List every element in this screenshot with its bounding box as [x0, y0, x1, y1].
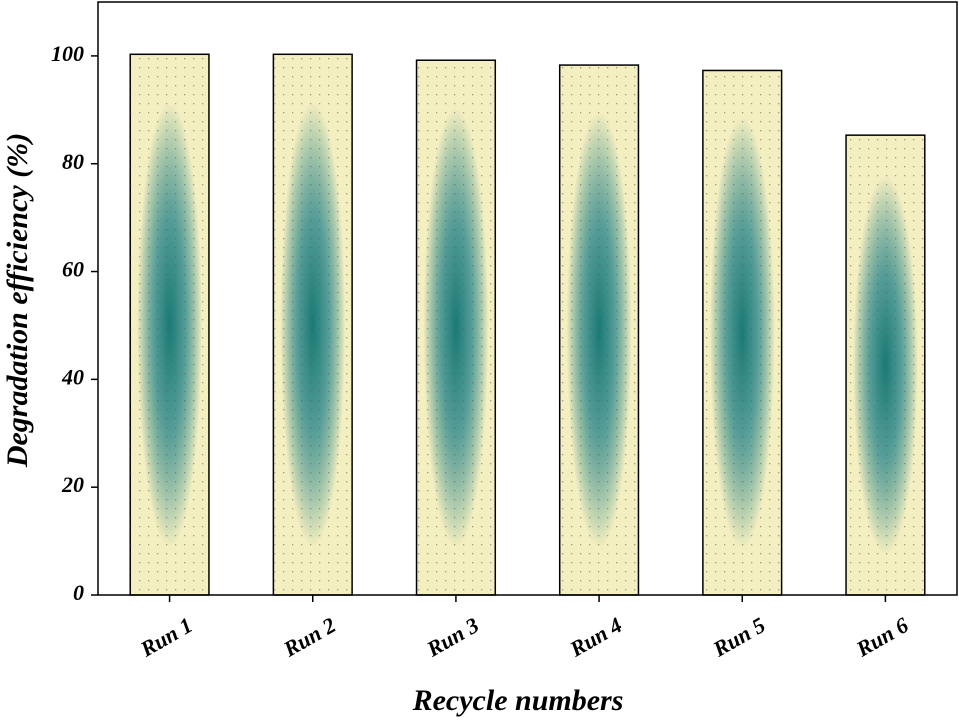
y-axis-title: Degradation efficiency (%): [1, 133, 34, 468]
y-tick-label: 0: [73, 580, 84, 605]
y-tick-label: 40: [61, 364, 84, 389]
bar-texture: [846, 135, 925, 595]
bar-texture: [416, 60, 496, 596]
bar-texture: [130, 54, 209, 596]
x-tick-label: Run 4: [565, 612, 627, 662]
plot-frame: [97, 1, 958, 596]
bar-texture: [702, 70, 782, 596]
y-tick-label: 80: [62, 149, 84, 174]
x-axis-title: Recycle numbers: [412, 684, 624, 717]
bar-texture: [559, 65, 639, 596]
x-tick-label: Run 3: [421, 612, 483, 662]
x-tick-label: Run 1: [135, 612, 197, 662]
x-tick-label: Run 6: [851, 612, 913, 662]
x-tick-label: Run 5: [708, 612, 770, 662]
y-tick-label: 60: [62, 257, 84, 282]
bar-texture: [273, 54, 353, 596]
x-tick-label: Run 2: [278, 612, 340, 662]
y-tick-label: 100: [51, 41, 84, 66]
y-tick-label: 20: [61, 472, 84, 497]
